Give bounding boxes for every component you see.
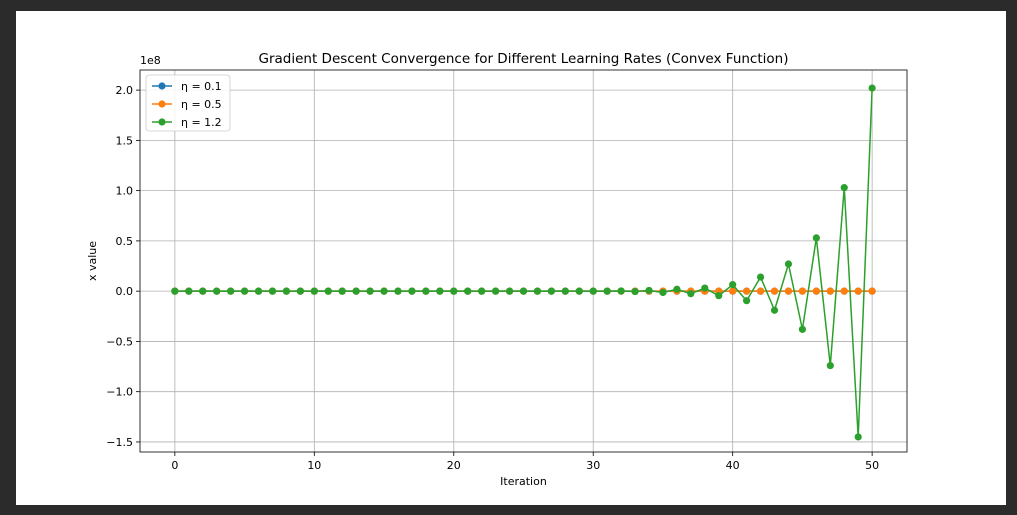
data-point <box>436 287 444 295</box>
data-point <box>756 273 765 281</box>
data-point <box>450 287 458 295</box>
x-tick-label: 10 <box>307 459 321 472</box>
data-point <box>659 288 667 297</box>
x-axis-label: Iteration <box>500 475 547 488</box>
data-point <box>199 287 207 295</box>
data-point <box>505 287 514 295</box>
y-tick-label: 0.5 <box>116 235 134 248</box>
line-chart: 0 10 20 30 40 50 −1.5 −1.0 −0.5 0.0 0.5 1.0 1.5 2.0 G… <box>86 51 908 488</box>
data-point <box>729 287 737 295</box>
data-point <box>812 287 820 295</box>
y-tick-label: 2.0 <box>116 84 134 97</box>
y-tick-label: 1.0 <box>116 185 134 198</box>
legend-box <box>145 74 231 132</box>
chart-title: Gradient Descent Convergence for Differe… <box>259 51 789 67</box>
data-point <box>673 285 681 293</box>
legend-label: η = 0.1 <box>181 80 222 93</box>
data-point <box>743 287 751 295</box>
x-tick-label: 0 <box>171 459 178 472</box>
data-point <box>617 287 625 295</box>
data-point <box>338 287 346 295</box>
series-layer <box>171 84 876 441</box>
data-point <box>729 281 737 289</box>
y-tick-label: 0.0 <box>116 285 134 298</box>
data-point <box>394 287 402 295</box>
y-tick-label: −0.5 <box>106 335 133 348</box>
data-point <box>380 287 388 295</box>
legend-marker <box>158 82 166 90</box>
data-point <box>784 260 793 268</box>
legend-marker <box>158 118 166 126</box>
data-point <box>589 287 597 295</box>
data-point <box>282 287 291 295</box>
data-point <box>352 287 360 295</box>
data-point <box>492 287 500 295</box>
data-point <box>519 287 528 295</box>
data-point <box>756 287 765 295</box>
legend: η = 0.1 η = 0.5 η = 1.2 <box>145 74 231 132</box>
data-point <box>826 361 834 370</box>
data-point <box>254 287 263 295</box>
plot-border <box>139 69 908 453</box>
data-point <box>547 287 555 295</box>
data-point <box>784 287 793 295</box>
data-point <box>171 287 179 295</box>
data-point <box>533 287 542 295</box>
data-point <box>798 287 807 295</box>
legend-item: η = 1.2 <box>152 116 222 129</box>
data-point <box>478 287 486 295</box>
data-point <box>826 287 834 295</box>
grid-layer <box>140 70 907 452</box>
data-point <box>240 287 249 295</box>
data-point <box>631 287 639 296</box>
data-point <box>868 287 876 295</box>
data-point <box>798 325 807 333</box>
data-point <box>366 287 374 295</box>
y-tick-label: −1.0 <box>106 386 133 399</box>
data-point <box>687 290 695 298</box>
legend-label: η = 0.5 <box>181 98 222 111</box>
data-point <box>464 287 472 295</box>
data-point <box>645 286 653 295</box>
data-point <box>868 84 876 92</box>
x-tick-label: 20 <box>447 459 461 472</box>
y-tick-label: −1.5 <box>106 436 133 449</box>
data-point <box>840 287 848 295</box>
data-point <box>422 287 430 295</box>
legend-item: η = 0.5 <box>152 98 222 111</box>
legend-marker <box>158 100 166 108</box>
y-tick-label: 1.5 <box>116 134 134 147</box>
data-point <box>854 287 862 295</box>
x-tick-label: 30 <box>586 459 600 472</box>
data-point <box>185 287 193 295</box>
data-point <box>324 287 332 295</box>
legend-label: η = 1.2 <box>181 116 222 129</box>
data-point <box>840 184 848 192</box>
data-point <box>603 287 611 295</box>
x-tick-label: 50 <box>865 459 879 472</box>
series-3 <box>171 84 876 441</box>
ticks-layer: 0 10 20 30 40 50 −1.5 −1.0 −0.5 0.0 0.5 1.0 1.5 2.0 <box>106 84 879 472</box>
data-point <box>561 287 569 295</box>
data-point <box>296 287 304 295</box>
legend-item: η = 0.1 <box>152 80 222 93</box>
y-scale-label: 1e8 <box>140 54 161 67</box>
data-point <box>227 287 235 295</box>
data-point <box>743 297 751 305</box>
data-point <box>854 433 862 441</box>
data-point <box>310 287 318 295</box>
x-tick-label: 40 <box>726 459 740 472</box>
data-point <box>715 292 723 300</box>
data-point <box>268 287 277 295</box>
figure-frame: 0 10 20 30 40 50 −1.5 −1.0 −0.5 0.0 0.5 1.0 1.5 2.0 G… <box>16 11 1006 505</box>
y-axis-label: x value <box>86 241 99 281</box>
data-point <box>770 306 779 314</box>
data-point <box>213 287 221 295</box>
data-point <box>770 287 779 295</box>
data-point <box>575 287 583 295</box>
data-point <box>408 287 416 295</box>
data-point <box>812 234 820 242</box>
data-point <box>701 284 709 292</box>
